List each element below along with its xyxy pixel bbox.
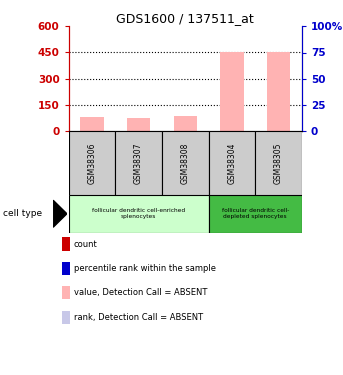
Bar [162, 131, 209, 195]
Text: cell type: cell type [3, 209, 43, 218]
Bar [267, 52, 290, 131]
Bar [209, 131, 255, 195]
Bar [69, 195, 209, 232]
Text: rank, Detection Call = ABSENT: rank, Detection Call = ABSENT [74, 313, 203, 322]
Bar [69, 131, 115, 195]
Text: GSM38308: GSM38308 [181, 142, 190, 184]
Bar [209, 195, 302, 232]
Bar [127, 118, 150, 131]
Text: GSM38307: GSM38307 [134, 142, 143, 184]
Text: GSM38305: GSM38305 [274, 142, 283, 184]
Bar [255, 131, 302, 195]
Text: percentile rank within the sample: percentile rank within the sample [74, 264, 216, 273]
Bar [174, 116, 197, 131]
Polygon shape [53, 200, 67, 227]
Bar [220, 52, 244, 131]
Text: follicular dendritic cell-
depleted splenocytes: follicular dendritic cell- depleted sple… [222, 209, 289, 219]
Bar [115, 131, 162, 195]
Bar [80, 117, 104, 131]
Text: follicular dendritic cell-enriched
splenocytes: follicular dendritic cell-enriched splen… [92, 209, 185, 219]
Text: GSM38304: GSM38304 [227, 142, 236, 184]
Title: GDS1600 / 137511_at: GDS1600 / 137511_at [116, 12, 254, 25]
Text: count: count [74, 240, 97, 249]
Text: GSM38306: GSM38306 [87, 142, 96, 184]
Text: value, Detection Call = ABSENT: value, Detection Call = ABSENT [74, 288, 207, 297]
